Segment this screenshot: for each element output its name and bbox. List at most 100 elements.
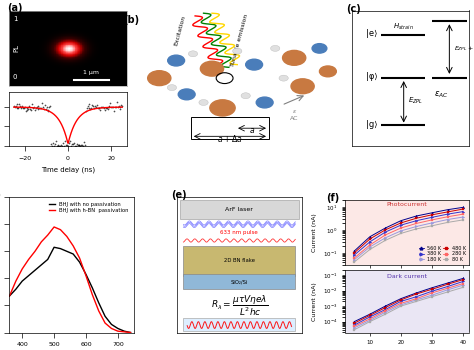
Point bbox=[69, 141, 77, 147]
Point bbox=[18, 105, 25, 111]
BHJ with h-BN  passivation bbox=[7, 294, 12, 298]
BHJ with h-BN  passivation bbox=[121, 330, 127, 334]
Point bbox=[29, 105, 37, 110]
BHJ with no passivation bbox=[96, 301, 101, 305]
Point bbox=[38, 101, 46, 106]
Point bbox=[11, 105, 18, 110]
Text: PL: PL bbox=[13, 44, 19, 52]
Point bbox=[16, 101, 23, 107]
Point bbox=[116, 104, 123, 110]
Point bbox=[61, 138, 69, 144]
Text: $E_{ZPL}$: $E_{ZPL}$ bbox=[409, 96, 424, 106]
Point bbox=[92, 104, 100, 110]
Point bbox=[10, 103, 18, 109]
Point bbox=[15, 105, 22, 110]
BHJ with no passivation bbox=[64, 249, 70, 253]
Point bbox=[35, 104, 42, 109]
Point bbox=[85, 102, 92, 107]
Circle shape bbox=[188, 51, 198, 57]
Point bbox=[104, 106, 111, 111]
Point bbox=[27, 107, 35, 113]
Point bbox=[67, 143, 75, 149]
Point bbox=[107, 101, 114, 106]
Point bbox=[22, 108, 29, 114]
BHJ with h-BN  passivation bbox=[70, 244, 76, 248]
Text: Dark current: Dark current bbox=[387, 274, 427, 279]
Circle shape bbox=[279, 75, 288, 81]
Point bbox=[96, 105, 103, 111]
BHJ with h-BN  passivation bbox=[96, 309, 101, 313]
Circle shape bbox=[210, 100, 235, 116]
BHJ with no passivation bbox=[115, 326, 121, 330]
BHJ with h-BN  passivation bbox=[45, 233, 51, 237]
Point bbox=[28, 102, 36, 107]
Point bbox=[64, 143, 72, 149]
Circle shape bbox=[246, 59, 263, 70]
BHJ with h-BN  passivation bbox=[64, 234, 70, 239]
Text: $E_{ZPL} + \Delta E$: $E_{ZPL} + \Delta E$ bbox=[454, 44, 474, 53]
FancyBboxPatch shape bbox=[183, 246, 295, 276]
Point bbox=[44, 108, 51, 114]
Point bbox=[14, 105, 21, 110]
BHJ with h-BN  passivation bbox=[115, 329, 121, 333]
BHJ with h-BN  passivation bbox=[128, 330, 133, 335]
Point bbox=[58, 143, 66, 149]
Text: $\varepsilon$
AC: $\varepsilon$ AC bbox=[290, 108, 299, 121]
Point bbox=[115, 104, 122, 109]
Point bbox=[75, 142, 82, 148]
BHJ with no passivation bbox=[13, 287, 18, 291]
BHJ with h-BN  passivation bbox=[90, 293, 95, 297]
Point bbox=[112, 104, 119, 110]
Point bbox=[68, 141, 76, 147]
Point bbox=[91, 103, 99, 109]
Point bbox=[79, 143, 87, 149]
Circle shape bbox=[312, 44, 327, 53]
Point bbox=[100, 105, 108, 110]
Point bbox=[99, 104, 106, 109]
Point bbox=[63, 142, 71, 147]
Point bbox=[48, 143, 56, 149]
Point bbox=[59, 141, 67, 146]
BHJ with no passivation bbox=[7, 294, 12, 298]
Point bbox=[74, 142, 82, 147]
Text: $\varepsilon_{AC}$: $\varepsilon_{AC}$ bbox=[434, 89, 449, 100]
Point bbox=[57, 142, 65, 147]
BHJ with no passivation bbox=[102, 314, 108, 318]
Text: $R_\lambda = \dfrac{\mu\tau V\eta e\lambda}{L^2 hc}$: $R_\lambda = \dfrac{\mu\tau V\eta e\lamb… bbox=[211, 293, 268, 317]
Text: 633 nm pulse: 633 nm pulse bbox=[220, 230, 258, 235]
Point bbox=[55, 143, 63, 149]
Y-axis label: Current (nA): Current (nA) bbox=[312, 213, 318, 252]
Point bbox=[40, 106, 48, 112]
FancyBboxPatch shape bbox=[183, 317, 295, 331]
Point bbox=[103, 105, 110, 111]
Circle shape bbox=[201, 61, 224, 76]
Point bbox=[101, 107, 109, 113]
Point bbox=[102, 105, 109, 111]
Point bbox=[100, 104, 107, 110]
Point bbox=[12, 103, 19, 108]
Point bbox=[25, 106, 32, 112]
BHJ with no passivation bbox=[32, 268, 38, 272]
BHJ with no passivation bbox=[83, 272, 89, 276]
Point bbox=[81, 142, 89, 148]
BHJ with h-BN  passivation bbox=[58, 228, 64, 232]
Point bbox=[24, 105, 31, 111]
Point bbox=[46, 103, 54, 108]
Point bbox=[117, 106, 124, 112]
X-axis label: Time delay (ns): Time delay (ns) bbox=[41, 166, 95, 173]
Point bbox=[47, 141, 55, 147]
Point bbox=[87, 106, 94, 111]
BHJ with no passivation bbox=[70, 252, 76, 256]
Point bbox=[109, 104, 117, 110]
BHJ with no passivation bbox=[77, 260, 82, 264]
Text: 2D BN flake: 2D BN flake bbox=[224, 258, 255, 263]
Point bbox=[43, 104, 50, 110]
Point bbox=[18, 103, 26, 109]
Point bbox=[62, 143, 70, 148]
Text: (a): (a) bbox=[7, 3, 23, 13]
Point bbox=[36, 105, 43, 111]
BHJ with no passivation bbox=[45, 257, 51, 261]
Point bbox=[89, 104, 97, 109]
Text: $a + \Delta a$: $a + \Delta a$ bbox=[217, 133, 243, 144]
BHJ with no passivation bbox=[109, 322, 114, 327]
